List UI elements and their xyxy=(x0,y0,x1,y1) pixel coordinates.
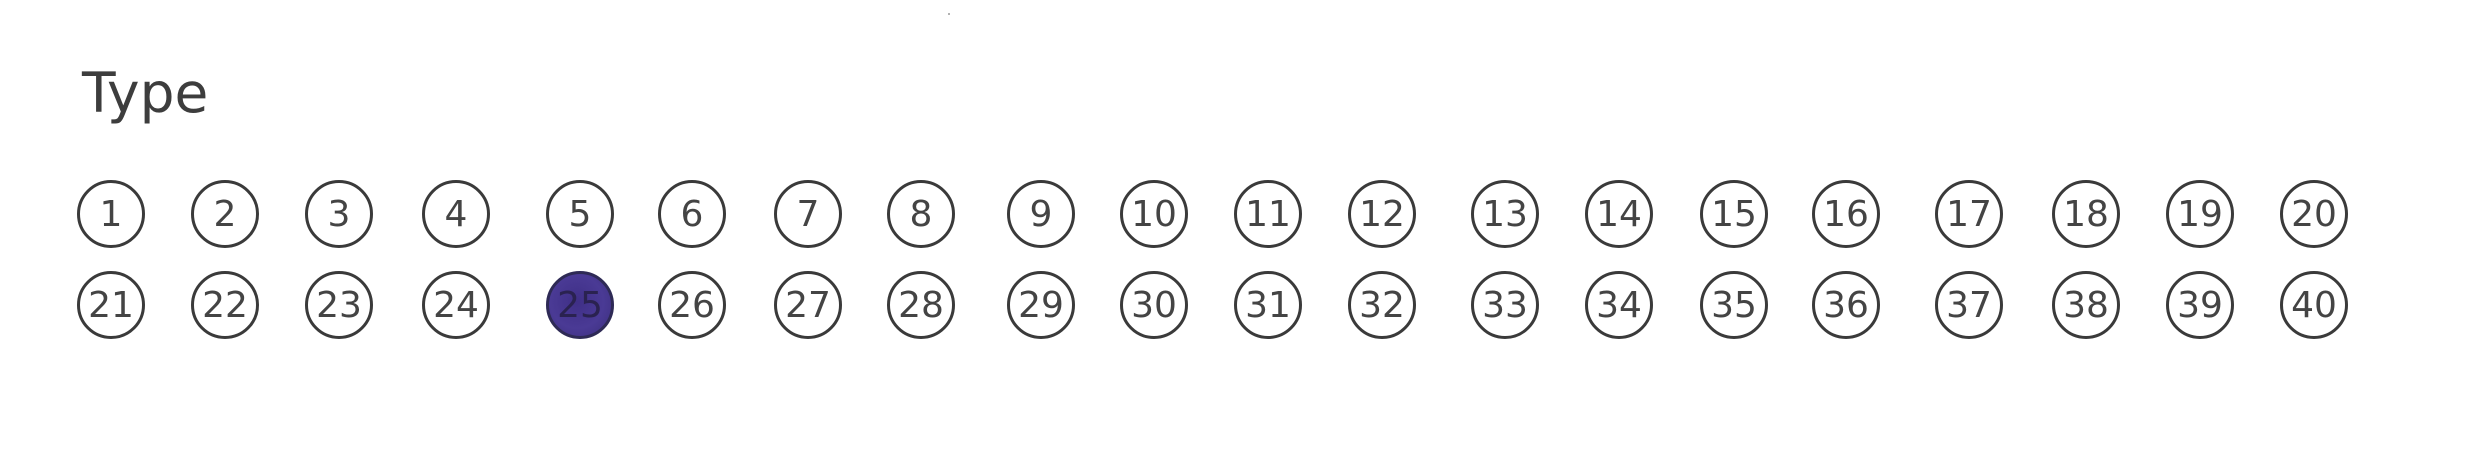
type-bubble-9[interactable]: 9 xyxy=(1007,180,1075,248)
type-bubble-37[interactable]: 37 xyxy=(1935,271,2003,339)
type-bubble-16[interactable]: 16 xyxy=(1812,180,1880,248)
type-bubble-19[interactable]: 19 xyxy=(2166,180,2234,248)
type-bubble-3[interactable]: 3 xyxy=(305,180,373,248)
type-bubble-13[interactable]: 13 xyxy=(1471,180,1539,248)
type-bubble-32[interactable]: 32 xyxy=(1348,271,1416,339)
type-bubble-18[interactable]: 18 xyxy=(2052,180,2120,248)
type-bubble-2[interactable]: 2 xyxy=(191,180,259,248)
type-bubble-14[interactable]: 14 xyxy=(1585,180,1653,248)
type-bubble-25[interactable]: 25 xyxy=(546,271,614,339)
type-bubble-15[interactable]: 15 xyxy=(1700,180,1768,248)
type-bubble-23[interactable]: 23 xyxy=(305,271,373,339)
type-bubble-35[interactable]: 35 xyxy=(1700,271,1768,339)
type-bubble-38[interactable]: 38 xyxy=(2052,271,2120,339)
type-bubble-21[interactable]: 21 xyxy=(77,271,145,339)
type-bubble-17[interactable]: 17 xyxy=(1935,180,2003,248)
type-bubble-5[interactable]: 5 xyxy=(546,180,614,248)
type-bubble-27[interactable]: 27 xyxy=(774,271,842,339)
type-bubble-7[interactable]: 7 xyxy=(774,180,842,248)
type-bubble-26[interactable]: 26 xyxy=(658,271,726,339)
type-bubble-36[interactable]: 36 xyxy=(1812,271,1880,339)
type-bubble-4[interactable]: 4 xyxy=(422,180,490,248)
type-bubble-30[interactable]: 30 xyxy=(1120,271,1188,339)
type-bubble-8[interactable]: 8 xyxy=(887,180,955,248)
type-bubble-11[interactable]: 11 xyxy=(1234,180,1302,248)
type-bubble-29[interactable]: 29 xyxy=(1007,271,1075,339)
type-bubble-31[interactable]: 31 xyxy=(1234,271,1302,339)
type-bubble-1[interactable]: 1 xyxy=(77,180,145,248)
type-bubble-34[interactable]: 34 xyxy=(1585,271,1653,339)
type-bubble-10[interactable]: 10 xyxy=(1120,180,1188,248)
type-bubble-28[interactable]: 28 xyxy=(887,271,955,339)
type-bubble-33[interactable]: 33 xyxy=(1471,271,1539,339)
scan-speck xyxy=(948,13,950,15)
type-bubble-24[interactable]: 24 xyxy=(422,271,490,339)
type-bubble-20[interactable]: 20 xyxy=(2280,180,2348,248)
type-bubble-12[interactable]: 12 xyxy=(1348,180,1416,248)
type-bubble-40[interactable]: 40 xyxy=(2280,271,2348,339)
type-heading: Type xyxy=(82,61,209,125)
type-bubble-22[interactable]: 22 xyxy=(191,271,259,339)
type-bubble-6[interactable]: 6 xyxy=(658,180,726,248)
type-bubble-39[interactable]: 39 xyxy=(2166,271,2234,339)
